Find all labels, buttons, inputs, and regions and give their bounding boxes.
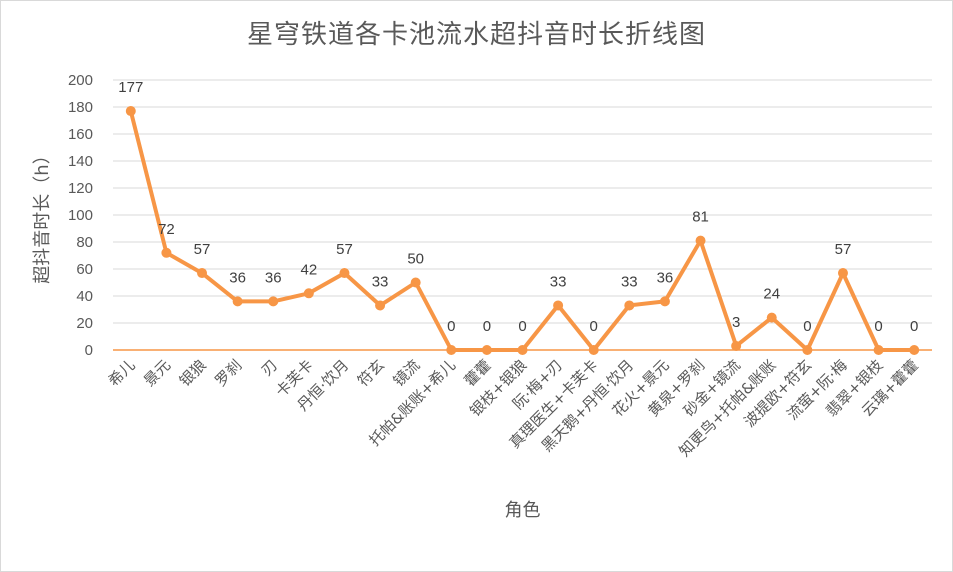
data-label: 0 xyxy=(803,318,811,335)
data-point xyxy=(339,268,350,279)
data-label: 0 xyxy=(483,318,491,335)
x-tick-label: 希儿 xyxy=(105,356,139,390)
data-point xyxy=(197,268,208,279)
data-label: 33 xyxy=(550,273,567,290)
data-label: 50 xyxy=(407,251,424,268)
data-point xyxy=(624,300,635,311)
data-label: 36 xyxy=(229,269,246,286)
data-label: 42 xyxy=(301,261,318,278)
x-tick-label: 景元 xyxy=(140,356,174,390)
data-point xyxy=(553,300,564,311)
data-point xyxy=(909,345,920,355)
x-axis-label: 角色 xyxy=(504,500,541,521)
data-label: 36 xyxy=(265,269,282,286)
data-point xyxy=(588,345,599,355)
y-tick-label: 180 xyxy=(68,99,93,116)
data-point xyxy=(268,296,279,307)
data-point xyxy=(125,106,136,117)
data-label: 0 xyxy=(518,318,526,335)
data-point xyxy=(232,296,243,307)
data-point xyxy=(481,345,492,355)
data-point xyxy=(873,345,884,355)
data-point xyxy=(517,345,528,355)
x-tick-label: 罗刹 xyxy=(212,356,246,390)
data-label: 72 xyxy=(158,221,175,238)
y-tick-label: 160 xyxy=(68,126,93,143)
y-tick-label: 0 xyxy=(85,342,93,359)
data-label: 3 xyxy=(732,314,740,331)
y-tick-label: 100 xyxy=(68,207,93,224)
y-tick-label: 140 xyxy=(68,153,93,170)
data-point xyxy=(375,300,386,311)
data-label: 81 xyxy=(692,209,709,226)
data-point xyxy=(659,296,670,307)
x-tick-label: 银狼 xyxy=(176,356,210,390)
data-point xyxy=(446,345,457,355)
chart-title: 星穹铁道各卡池流水超抖音时长折线图 xyxy=(246,20,706,50)
y-tick-label: 20 xyxy=(76,315,93,332)
y-tick-label: 80 xyxy=(76,234,93,251)
series-line xyxy=(128,109,917,352)
data-label: 36 xyxy=(657,269,674,286)
data-point xyxy=(766,312,777,323)
data-label: 33 xyxy=(372,273,389,290)
x-tick-label: 符玄 xyxy=(354,356,388,390)
data-label: 0 xyxy=(874,318,882,335)
data-label: 24 xyxy=(763,286,780,303)
y-tick-label: 120 xyxy=(68,180,93,197)
y-tick-label: 60 xyxy=(76,261,93,278)
data-point xyxy=(161,247,172,258)
data-point xyxy=(695,235,706,246)
data-point xyxy=(731,340,742,351)
data-label: 177 xyxy=(118,79,143,96)
y-tick-label: 200 xyxy=(68,72,93,89)
data-label: 57 xyxy=(194,241,211,258)
data-point xyxy=(837,268,848,279)
data-point xyxy=(802,345,813,355)
data-label: 33 xyxy=(621,273,638,290)
data-label: 0 xyxy=(910,318,918,335)
data-label: 0 xyxy=(590,318,598,335)
data-label: 57 xyxy=(835,241,852,258)
data-point xyxy=(303,288,314,299)
data-point xyxy=(410,277,421,288)
data-label: 57 xyxy=(336,241,353,258)
x-tick-label: 刃 xyxy=(258,356,281,379)
data-label: 0 xyxy=(447,318,455,335)
y-tick-label: 40 xyxy=(76,288,93,305)
